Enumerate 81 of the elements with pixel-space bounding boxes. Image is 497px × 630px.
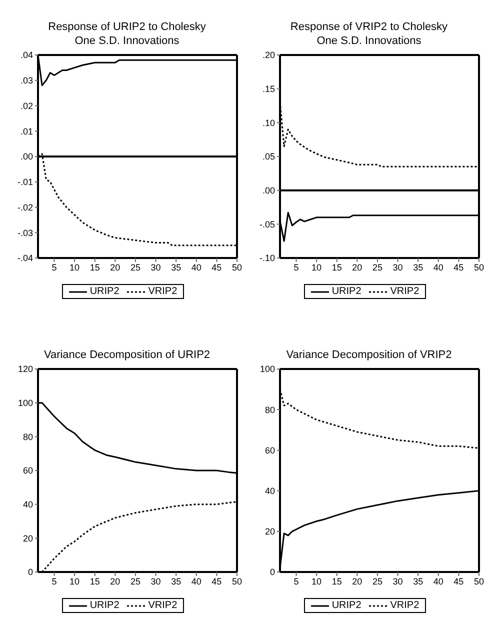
chart-title: Response of VRIP2 to Cholesky One S.D. Innovations	[289, 20, 449, 48]
y-tick-label: -.01	[17, 177, 33, 188]
x-tick-label: 5	[52, 262, 57, 272]
legend-label: VRIP2	[148, 600, 178, 611]
x-tick-label: 5	[294, 576, 299, 586]
y-tick-label: .03	[20, 76, 33, 86]
y-tick-label: .15	[262, 84, 275, 94]
x-tick-label: 10	[312, 576, 322, 586]
y-tick-label: -.10	[259, 253, 275, 264]
y-tick-label: 60	[22, 466, 33, 476]
y-tick-label: .20	[262, 50, 275, 60]
x-tick-label: 40	[191, 262, 202, 272]
y-tick-label: 100	[18, 398, 33, 408]
x-tick-label: 10	[312, 262, 322, 272]
x-tick-label: 5	[294, 262, 299, 272]
legend-label: URIP2	[90, 286, 120, 297]
x-tick-label: 50	[474, 576, 484, 586]
x-tick-label: 25	[130, 262, 140, 272]
x-tick-label: 45	[212, 576, 222, 586]
x-tick-label: 15	[90, 262, 100, 272]
x-tick-label: 40	[433, 262, 444, 272]
x-tick-label: 45	[454, 576, 464, 586]
y-tick-label: 20	[264, 526, 275, 537]
x-tick-label: 25	[372, 576, 382, 586]
legend-label: VRIP2	[148, 286, 178, 297]
x-tick-label: 5	[52, 576, 57, 586]
y-tick-label: 80	[264, 404, 275, 415]
y-tick-label: .04	[20, 50, 33, 60]
x-tick-label: 40	[191, 576, 202, 586]
x-tick-label: 10	[70, 576, 80, 586]
x-tick-label: 15	[90, 576, 100, 586]
chart-title: Variance Decomposition of URIP2	[42, 348, 212, 362]
x-tick-label: 20	[110, 262, 120, 272]
legend-label: URIP2	[90, 600, 120, 611]
legend-label: URIP2	[332, 600, 362, 611]
y-tick-label: .01	[20, 126, 33, 136]
y-tick-label: .00	[20, 152, 33, 162]
x-tick-label: 30	[150, 576, 161, 586]
x-tick-label: 50	[232, 262, 242, 272]
x-tick-label: 50	[232, 576, 242, 586]
x-tick-label: 20	[352, 576, 362, 586]
y-tick-label: 0	[28, 567, 33, 578]
x-tick-label: 30	[150, 262, 161, 272]
y-tick-label: -.05	[259, 219, 275, 230]
x-tick-label: 45	[212, 262, 222, 272]
y-tick-label: 100	[260, 364, 275, 374]
y-tick-label: 60	[264, 445, 275, 456]
y-tick-label: 40	[264, 486, 275, 496]
y-tick-label: 0	[270, 567, 275, 578]
y-tick-label: .05	[262, 152, 275, 162]
x-tick-label: 45	[454, 262, 464, 272]
x-tick-label: 35	[413, 262, 424, 272]
y-tick-label: .02	[20, 100, 33, 111]
y-tick-label: -.04	[17, 253, 33, 264]
chart-title: Response of URIP2 to Cholesky One S.D. Innovations	[47, 20, 207, 48]
x-tick-label: 20	[110, 576, 120, 586]
y-tick-label: 120	[18, 364, 33, 374]
x-tick-label: 25	[130, 576, 140, 586]
x-tick-label: 35	[413, 576, 424, 586]
y-tick-label: -.02	[17, 202, 33, 212]
x-tick-label: 35	[171, 576, 182, 586]
legend-label: URIP2	[332, 286, 362, 297]
x-tick-label: 15	[332, 576, 342, 586]
x-tick-label: 15	[332, 262, 342, 272]
x-tick-label: 30	[392, 576, 403, 586]
x-tick-label: 20	[352, 262, 362, 272]
x-tick-label: 25	[372, 262, 382, 272]
legend-label: VRIP2	[390, 286, 420, 297]
y-tick-label: 20	[22, 533, 33, 544]
legend-label: VRIP2	[390, 600, 420, 611]
x-tick-label: 35	[171, 262, 182, 272]
x-tick-label: 40	[433, 576, 444, 586]
x-tick-label: 50	[474, 262, 484, 272]
x-tick-label: 10	[70, 262, 80, 272]
y-tick-label: 80	[22, 432, 33, 442]
chart-title: Variance Decomposition of VRIP2	[285, 348, 453, 362]
y-tick-label: -.03	[17, 228, 33, 238]
x-tick-label: 30	[392, 262, 403, 272]
y-tick-label: 40	[22, 500, 33, 510]
y-tick-label: .10	[262, 118, 275, 128]
y-tick-label: .00	[262, 186, 275, 196]
